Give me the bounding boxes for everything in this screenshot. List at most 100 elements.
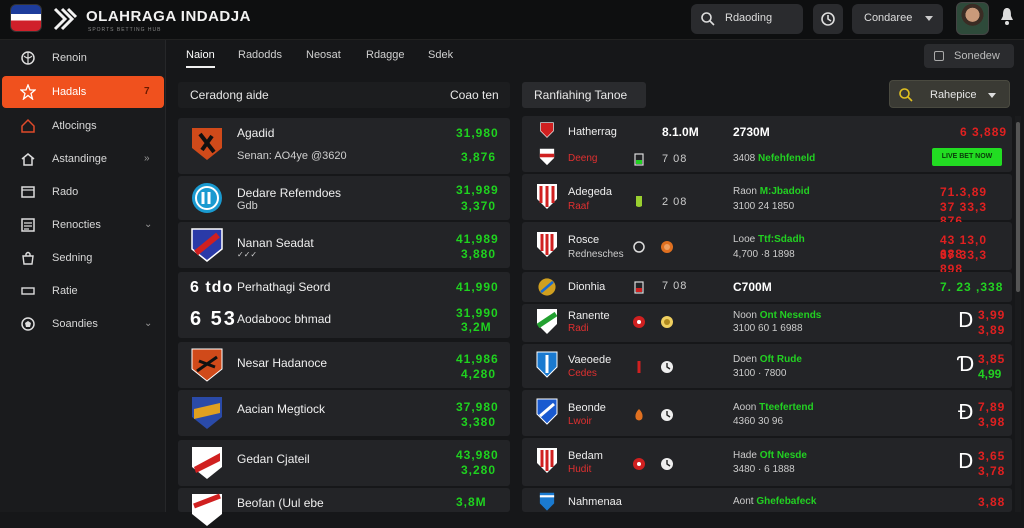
table-row[interactable]: Vaeoede Cedes Doen Oft Rude 3100 · 7800 … [522, 344, 1012, 388]
table-row[interactable]: Hatherrag Deeng 8.1.0M 7 08 2730M 3408 N… [522, 116, 1012, 172]
odds-secondary[interactable]: 3,876 [461, 150, 497, 164]
odds-value[interactable]: 3,88 [978, 495, 1006, 509]
odds-value-secondary[interactable]: 3,78 [978, 464, 1006, 478]
odds-secondary[interactable]: 3,2M [461, 320, 492, 334]
tab-neosat[interactable]: Neosat [306, 49, 341, 61]
overview-button[interactable]: Sonedew [924, 44, 1014, 68]
odds-value-secondary[interactable]: 3,98 [978, 415, 1006, 429]
table-row[interactable]: Nahmenaa Aont Ghefebafeck 3,88 [522, 488, 1012, 512]
list-item[interactable]: Aacian Megtiock 37,980 3,380 [178, 390, 510, 436]
filter-dropdown[interactable]: Rahepice [889, 80, 1010, 108]
odds-primary[interactable]: 31,990 [456, 306, 499, 320]
sidebar-item-rado[interactable]: Rado [2, 176, 164, 208]
globe-icon [21, 51, 35, 65]
left-panel-right-label[interactable]: Coao ten [450, 88, 499, 102]
target-icon [633, 458, 645, 470]
sidebar-item-renocties[interactable]: Renocties ⌄ [2, 209, 164, 241]
team-status: Deeng [568, 153, 598, 164]
clock-icon [661, 361, 673, 373]
search-button[interactable]: Rdaoding [691, 4, 803, 34]
table-row[interactable]: Rosce Rednesches Looe Ttf:Sdadh 4,700 ·8… [522, 222, 1012, 276]
list-item[interactable]: Dedare Refemdoes Gdb 31,989 3,370 [178, 176, 510, 220]
table-row[interactable]: Ranente Radi Noon Ont Nesends 3100 60 1 … [522, 304, 1012, 342]
chevron-icon: » [144, 153, 150, 164]
sidebar-item-soandies[interactable]: Soandies ⌄ [2, 308, 164, 340]
bell-icon[interactable] [1000, 6, 1014, 26]
odds-primary[interactable]: 41,989 [456, 232, 499, 246]
sidebar-item-astandinge[interactable]: Astandinge » [2, 143, 164, 175]
team-crest-icon [536, 351, 558, 378]
list-item[interactable]: Beofan (Uul ebe 3,8M [178, 488, 510, 526]
table-row[interactable]: Dionhia 7 08 C700M 7. 23 ,338 [522, 272, 1012, 302]
sidebar: Renoin Hadals 7 Atlocings Astandinge » R… [0, 40, 166, 512]
odds-secondary[interactable]: 3,380 [461, 415, 497, 429]
odds-value-secondary[interactable]: 4,99 [978, 367, 1002, 381]
table-row[interactable]: Bedam Hudit Hade Oft Nesde 3480 · 6 1888… [522, 438, 1012, 486]
odds-primary[interactable]: 31,980 [456, 126, 499, 140]
match-name: Aodabooc bhmad [237, 312, 332, 326]
sidebar-item-label: Hadals [52, 86, 87, 98]
odds-value[interactable]: 3,65 [978, 449, 1006, 463]
team-name: Rosce [568, 234, 600, 246]
scrollbar-thumb[interactable] [1016, 122, 1020, 292]
sidebar-item-atlocings[interactable]: Atlocings [2, 110, 164, 142]
sidebar-item-ratie[interactable]: Ratie [2, 275, 164, 307]
tag-glyph: Ɖ [958, 400, 974, 424]
sidebar-item-label: Renoin [52, 52, 87, 64]
odds-primary[interactable]: 41,990 [456, 280, 499, 294]
tab-sdek[interactable]: Sdek [428, 49, 454, 61]
table-row[interactable]: Adegeda Raaf 2 08 Raon M:Jbadoid 3100 24… [522, 174, 1012, 228]
odds-primary[interactable]: 43,980 [456, 448, 499, 462]
team-status: Lwoir [568, 416, 592, 427]
team-status: Rednesches [568, 249, 624, 260]
odds-value[interactable]: 7,89 [978, 400, 1006, 414]
sidebar-item-hadals[interactable]: Hadals 7 [2, 76, 164, 108]
table-row[interactable]: Beonde Lwoir Aoon Tteefertend 4360 30 96… [522, 390, 1012, 436]
tab-radodds[interactable]: Radodds [238, 49, 283, 61]
top-bar: OLAHRAGA INDADJA SPORTS BETTING HUB Rdao… [0, 0, 1024, 40]
odds-secondary[interactable]: 4,280 [461, 367, 497, 381]
avatar[interactable] [956, 2, 989, 35]
list-item[interactable]: 6 tdo Perhathagi Seord 41,990 6 53 Aodab… [178, 272, 510, 338]
star-icon [20, 84, 36, 100]
left-panel-title: Ceradong aide [190, 88, 269, 102]
odds-value[interactable]: 6 3,889 [960, 125, 1008, 139]
odds-secondary[interactable]: 3,280 [461, 463, 497, 477]
sidebar-item-renoin[interactable]: Renoin [2, 42, 164, 74]
flag-icon[interactable] [10, 4, 42, 32]
odds-primary[interactable]: 41,986 [456, 352, 499, 366]
stake-value: C700M [733, 280, 772, 294]
odds-primary[interactable]: 3,8M [456, 495, 487, 509]
stake-sub: Raon M:Jbadoid [733, 186, 810, 197]
odds-value-secondary[interactable]: 3,89 [978, 323, 1006, 337]
stake-sub: Looe Ttf:Sdadh [733, 234, 805, 245]
odds-secondary[interactable]: 3,880 [461, 247, 497, 261]
stake-sub: Aont Ghefebafeck [733, 496, 817, 507]
odds-value[interactable]: 71.3,89 [940, 185, 988, 199]
sidebar-item-sedning[interactable]: Sedning [2, 242, 164, 274]
history-button[interactable] [813, 4, 843, 34]
battery-icon [634, 153, 644, 166]
target-icon [633, 316, 645, 328]
list-item[interactable]: Nanan Seadat ✓✓✓ 41,989 3,880 [178, 222, 510, 268]
list-item[interactable]: Agadid Senan: AO4ye @3620 31,980 3,876 [178, 118, 510, 174]
bet-now-button[interactable]: LIVE BET NOW [932, 148, 1002, 166]
list-item[interactable]: Gedan Cjateil 43,980 3,280 [178, 440, 510, 486]
odds-value[interactable]: 3,99 [978, 308, 1006, 322]
team-crest-icon [192, 447, 222, 479]
odds-value[interactable]: 3,85 [978, 352, 1006, 366]
conditions-label: Condaree [864, 12, 913, 24]
tab-naion[interactable]: Naion [186, 49, 215, 68]
list-item[interactable]: Nesar Hadanoce 41,986 4,280 [178, 342, 510, 388]
team-status: Raaf [568, 201, 590, 212]
scrollbar[interactable] [1015, 116, 1021, 512]
odds-primary[interactable]: 31,989 [456, 183, 499, 197]
team-name: Beonde [568, 402, 606, 414]
brand-name: OLAHRAGA INDADJA [86, 8, 251, 25]
odds-primary[interactable]: 37,980 [456, 400, 499, 414]
odds-secondary[interactable]: 3,370 [461, 199, 497, 213]
conditions-dropdown[interactable]: Condaree [852, 4, 943, 34]
tab-rdagge[interactable]: Rdagge [366, 49, 405, 61]
odds-value[interactable]: 43 13,0 688 [940, 233, 988, 261]
odds-value[interactable]: 7. 23 ,338 [940, 280, 1004, 294]
